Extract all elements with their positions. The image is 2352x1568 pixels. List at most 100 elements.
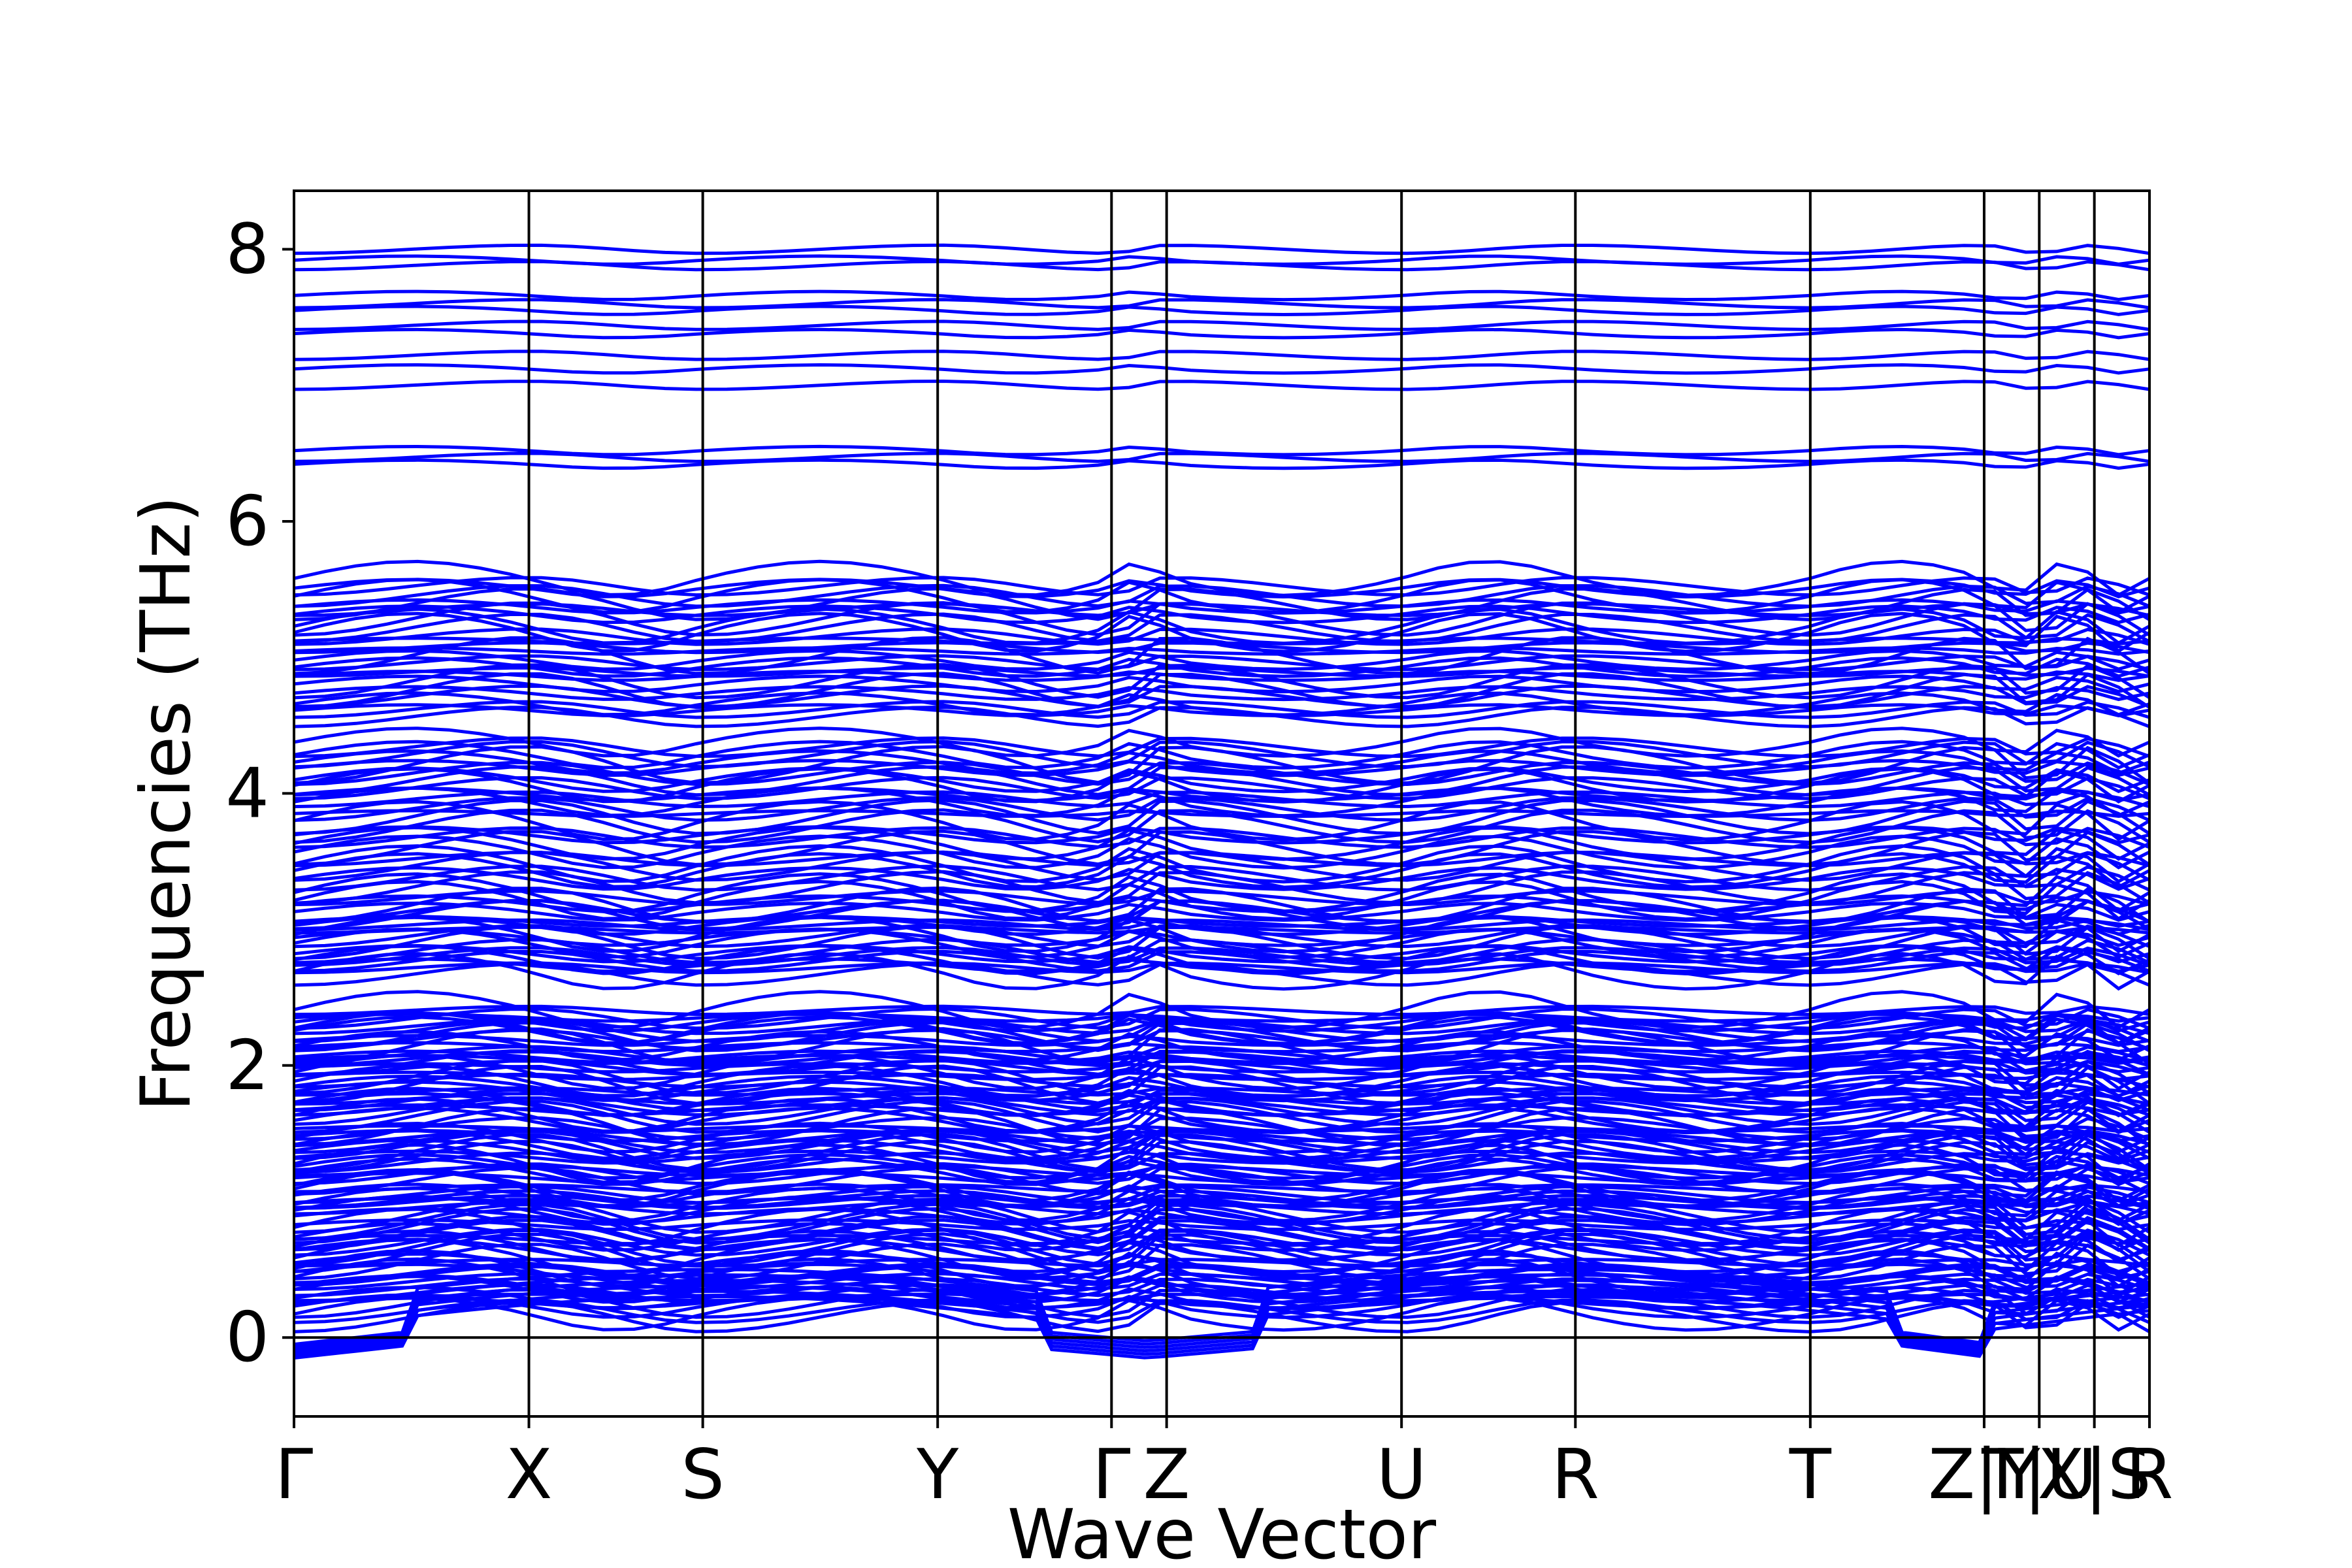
band-line (293, 259, 2150, 272)
band-line (293, 1242, 2151, 1281)
band-line (293, 1164, 2150, 1177)
band-line (293, 864, 2151, 892)
band-line (293, 740, 2151, 769)
band-line (293, 669, 2150, 682)
band-line (293, 1169, 2151, 1208)
x-tick-label: Z|Y (1928, 1435, 2040, 1515)
band-line (293, 844, 2151, 884)
band-line (293, 945, 2150, 967)
band-line (293, 559, 2151, 597)
band-line (293, 1168, 2151, 1203)
band-line (293, 790, 2150, 809)
band-line (293, 727, 2151, 758)
band-line (293, 850, 2151, 882)
band-line (293, 1021, 2151, 1053)
band-line (293, 243, 2150, 255)
band-line (293, 1184, 2150, 1205)
y-tick-label: 4 (225, 753, 269, 833)
band-line (293, 1138, 2150, 1163)
y-tick-label: 8 (225, 210, 269, 289)
band-line (293, 1218, 2150, 1232)
y-tick-label: 0 (225, 1298, 269, 1377)
x-tick-label: Y (916, 1435, 959, 1514)
x-axis-title: Wave Vector (1007, 1495, 1437, 1568)
band-line (293, 685, 2150, 702)
band-line (293, 576, 2150, 597)
band-line (293, 458, 2150, 470)
band-line (293, 889, 2150, 907)
band-line (293, 927, 2151, 959)
band-line (293, 1050, 2150, 1068)
band-line (293, 350, 2150, 361)
band-line (293, 289, 2150, 302)
band-line (293, 786, 2151, 818)
band-line (293, 990, 2151, 1030)
soft-mode-line (293, 1295, 2150, 1360)
band-line (293, 776, 2150, 800)
band-line (293, 691, 2150, 717)
band-line (293, 700, 2150, 719)
band-lines (293, 243, 2151, 1360)
band-line (293, 1186, 2151, 1222)
band-line (293, 1207, 2151, 1248)
band-line (293, 1149, 2150, 1165)
band-line (293, 1004, 2150, 1017)
y-axis-title: Frequencies (THz) (126, 496, 206, 1111)
x-tick-label: R (2126, 1435, 2174, 1514)
y-tick-label: 2 (225, 1026, 269, 1105)
band-line (293, 925, 2150, 935)
band-line (293, 1007, 2150, 1030)
x-tick-label: X|S (2038, 1435, 2151, 1515)
x-tick-label: Γ (1092, 1435, 1131, 1514)
band-line (293, 736, 2150, 759)
band-line (293, 872, 2151, 913)
band-line (293, 1152, 2150, 1180)
band-line (293, 1283, 2150, 1304)
band-line (293, 834, 2151, 870)
band-line (293, 578, 2150, 599)
band-line (293, 1096, 2150, 1117)
band-line (293, 1116, 2150, 1141)
soft-mode-line (293, 1267, 2150, 1347)
soft-mode-line (293, 1289, 2150, 1357)
band-line (293, 879, 2151, 921)
band-line (293, 1041, 2150, 1054)
x-tick-label: T|U (1981, 1435, 2097, 1515)
band-line (293, 666, 2150, 678)
band-line (293, 1128, 2150, 1143)
band-line (293, 1012, 2150, 1023)
band-line (293, 740, 2150, 770)
band-line (293, 379, 2150, 391)
x-tick-label: S (681, 1435, 725, 1514)
band-line (293, 944, 2151, 976)
band-line (293, 1202, 2151, 1241)
soft-mode-line (293, 1284, 2150, 1354)
band-line (293, 796, 2151, 823)
band-line (293, 1086, 2150, 1097)
x-tick-label: X (506, 1435, 553, 1514)
soft-mode-line (293, 1279, 2150, 1352)
band-line (293, 649, 2150, 671)
band-line (293, 826, 2151, 861)
band-line (293, 656, 2150, 678)
band-line (293, 1049, 2150, 1064)
band-line (293, 1011, 2151, 1045)
band-line (293, 646, 2150, 656)
x-tick-label: Z (1143, 1435, 1190, 1514)
x-tick-label: R (1552, 1435, 1599, 1514)
band-line (293, 363, 2150, 375)
band-line (293, 866, 2150, 891)
band-line (293, 627, 2150, 646)
x-tick-label: T (1789, 1435, 1832, 1514)
band-line (293, 304, 2150, 317)
band-line (293, 319, 2150, 331)
x-tick-label: U (1377, 1435, 1427, 1514)
band-line (293, 327, 2150, 340)
y-tick-label: 6 (225, 482, 269, 561)
band-line (293, 826, 2150, 849)
x-tick-label: Γ (275, 1435, 314, 1514)
band-line (293, 961, 2150, 975)
band-line (293, 1157, 2150, 1186)
band-line (293, 578, 2151, 615)
